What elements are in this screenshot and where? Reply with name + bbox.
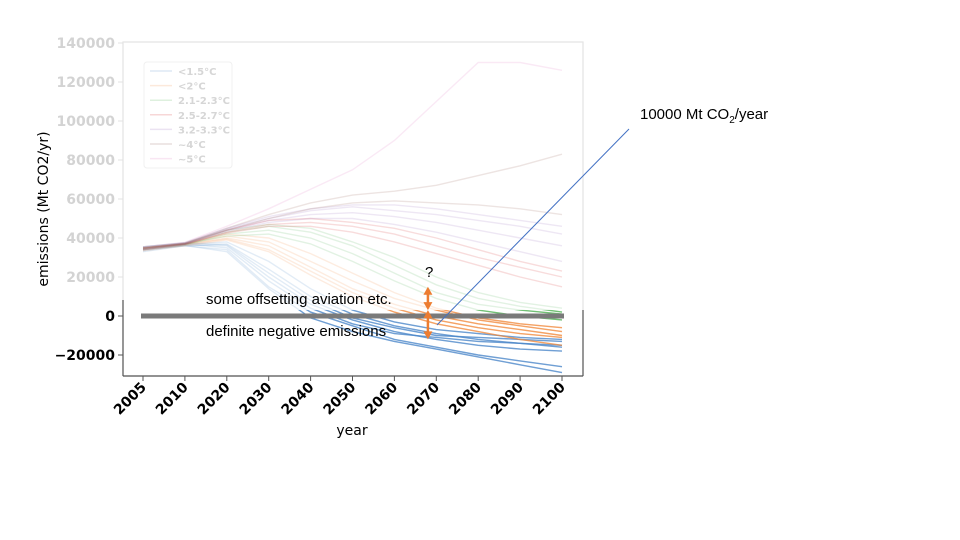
series-line-below-zero <box>323 310 563 352</box>
series-line <box>142 229 563 315</box>
negative-emissions-label: definite negative emissions <box>206 323 387 340</box>
series-line <box>142 225 563 313</box>
y-axis-label: emissions (Mt CO2/yr) <box>36 131 52 286</box>
arrow-head <box>423 331 433 340</box>
callout-leader-line <box>436 128 630 326</box>
series-line-below-zero <box>298 310 563 374</box>
series-line <box>142 244 563 374</box>
x-tick-label: 2070 <box>404 379 443 418</box>
x-tick-label: 2090 <box>488 379 527 418</box>
arrow-head <box>423 302 433 311</box>
highlighted-series-group <box>143 222 563 374</box>
series-line <box>142 206 563 249</box>
series-line-below-zero <box>386 310 563 346</box>
legend-label: ~5°C <box>178 155 206 166</box>
offsetting-label: some offsetting aviation etc. <box>206 291 392 308</box>
series-line-below-zero <box>143 222 562 277</box>
series-line <box>142 61 563 248</box>
legend-label: ~4°C <box>178 140 206 151</box>
legend-label: <1.5°C <box>178 67 216 78</box>
x-tick-label: 2030 <box>237 379 276 418</box>
legend-label: <2°C <box>178 82 206 93</box>
x-tick-label: 2060 <box>362 379 401 418</box>
series-line <box>142 153 563 249</box>
callout-label-subscript: 2 <box>729 115 735 126</box>
x-tick-label: 2005 <box>111 380 150 419</box>
question-mark-label: ? <box>425 264 434 281</box>
series-line <box>142 200 563 250</box>
y-tick-label: 120000 <box>57 75 116 91</box>
annotation-overlay <box>141 128 630 340</box>
series-line <box>142 204 563 248</box>
x-tick-label: 2080 <box>446 379 485 418</box>
series-line <box>142 223 563 309</box>
x-tick-label: 2040 <box>279 379 318 418</box>
callout-label-tail: /year <box>734 106 769 123</box>
y-tick-label: −20000 <box>55 348 116 364</box>
legend-label: 3.2-3.3°C <box>178 125 230 136</box>
series-line <box>142 211 563 250</box>
series-line-below-zero <box>475 310 563 321</box>
y-tick-label: 140000 <box>57 36 116 52</box>
x-tick-label: 2010 <box>153 379 192 418</box>
y-tick-label: 0 <box>105 309 115 325</box>
arrow-head <box>423 310 433 319</box>
y-tick-label: 20000 <box>66 270 115 286</box>
chart-legend: <1.5°C <2°C 2.1-2.3°C 2.5-2.7°C 3.2-3.3°C ~4°… <box>143 61 233 169</box>
chart-axes <box>118 41 584 381</box>
series-line-below-zero <box>313 310 563 346</box>
y-tick-label: 40000 <box>66 231 115 247</box>
callout-label: 10000 Mt CO2/year <box>640 106 768 126</box>
x-tick-label: 2050 <box>320 379 359 418</box>
arrow-head <box>423 286 433 295</box>
tick-labels: −20000 0 20000 40000 60000 80000 100000 120000 1… <box>55 36 569 418</box>
series-line-below-zero <box>412 310 563 337</box>
series-line-below-zero <box>305 310 563 368</box>
series-line-below-zero <box>440 310 563 329</box>
legend-label: 2.5-2.7°C <box>178 111 230 122</box>
series-line-below-zero <box>398 310 563 339</box>
y-tick-label: 100000 <box>57 114 116 130</box>
x-tick-label: 2100 <box>530 379 569 418</box>
legend-label: 2.1-2.3°C <box>178 96 230 107</box>
axis-labels: year emissions (Mt CO2/yr) <box>36 131 368 439</box>
series-line-below-zero <box>433 310 563 333</box>
series-line <box>142 221 563 278</box>
series-line <box>142 217 563 263</box>
x-tick-label: 2020 <box>195 379 234 418</box>
y-tick-label: 60000 <box>66 192 115 208</box>
callout-label-main: 10000 Mt CO <box>640 106 730 123</box>
y-tick-label: 80000 <box>66 153 115 169</box>
series-line <box>142 217 563 272</box>
legend-box <box>143 61 233 169</box>
x-axis-label: year <box>336 423 367 439</box>
